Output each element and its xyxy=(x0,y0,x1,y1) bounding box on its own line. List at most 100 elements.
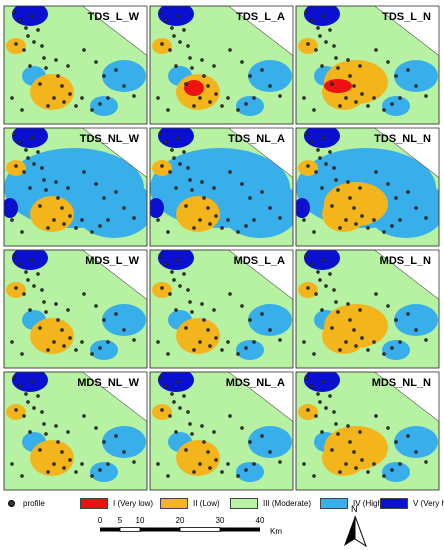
profile-point xyxy=(186,410,190,414)
profile-point xyxy=(212,186,216,190)
map-panel: MDS_NL_W xyxy=(3,371,148,491)
profile-point xyxy=(212,64,216,68)
profile-point xyxy=(354,466,358,470)
profile-point xyxy=(190,310,194,314)
profile-point xyxy=(206,450,210,454)
profile-point xyxy=(52,96,56,100)
profile-point xyxy=(316,26,320,30)
profile-point xyxy=(366,104,370,108)
profile-point xyxy=(200,424,204,428)
profile-point xyxy=(106,96,110,100)
profile-point xyxy=(114,312,118,316)
profile-point xyxy=(372,218,376,222)
profile-point xyxy=(346,180,350,184)
profile-point xyxy=(190,66,194,70)
profile-point xyxy=(358,64,362,68)
profile-point xyxy=(158,10,162,14)
profile-point xyxy=(186,44,190,48)
profile-point xyxy=(156,218,160,222)
profile-point xyxy=(338,226,342,230)
north-arrow: N xyxy=(340,504,370,548)
profile-point xyxy=(160,408,164,412)
profile-point xyxy=(168,170,172,174)
profile-point xyxy=(164,384,168,388)
profile-point xyxy=(304,132,308,136)
profile-point xyxy=(172,278,176,282)
profile-point xyxy=(198,96,202,100)
profile-point xyxy=(170,148,174,152)
profile-point xyxy=(236,108,240,112)
profile-point xyxy=(334,178,338,182)
profile-point xyxy=(358,308,362,312)
profile-point xyxy=(176,258,180,262)
profile-point xyxy=(382,108,386,112)
profile-point xyxy=(382,230,386,234)
profile-point xyxy=(80,96,84,100)
profile-point xyxy=(278,94,282,98)
profile-point xyxy=(166,474,170,478)
profile-point xyxy=(46,226,50,230)
profile-point xyxy=(12,254,16,258)
profile-point xyxy=(122,328,126,332)
panel-title: MDS_NL_N xyxy=(372,377,431,389)
profile-point xyxy=(160,286,164,290)
profile-point xyxy=(348,196,352,200)
profile-point xyxy=(28,64,32,68)
class-2-swatch xyxy=(160,497,188,509)
profile-point xyxy=(184,204,188,208)
profile-point xyxy=(268,206,272,210)
profile-point xyxy=(252,462,256,466)
profile-point xyxy=(170,392,174,396)
profile-point xyxy=(348,318,352,322)
profile-point xyxy=(82,414,86,418)
profile-point xyxy=(24,270,28,274)
profile-point xyxy=(214,92,218,96)
profile-point xyxy=(132,94,136,98)
profile-point xyxy=(260,190,264,194)
profile-point xyxy=(60,206,64,210)
profile-point xyxy=(200,58,204,62)
profile-point xyxy=(214,458,218,462)
profile-point xyxy=(42,300,46,304)
profile-point xyxy=(354,222,358,226)
profile-point xyxy=(244,224,248,228)
profile-point xyxy=(40,44,44,48)
profile-point xyxy=(38,326,42,330)
profile-point xyxy=(30,14,34,18)
profile-point xyxy=(358,186,362,190)
profile-point xyxy=(310,384,314,388)
profile-point xyxy=(332,288,336,292)
profile-point xyxy=(28,430,32,434)
profile-point xyxy=(68,92,72,96)
panel-title: TDS_L_N xyxy=(382,11,431,23)
profile-point xyxy=(332,166,336,170)
profile-point xyxy=(170,270,174,274)
north-label: N xyxy=(351,504,358,514)
panel-title: MDS_L_A xyxy=(234,255,285,267)
profile-point xyxy=(208,466,212,470)
profile-point xyxy=(320,430,324,434)
profile-point xyxy=(66,430,70,434)
profile-point xyxy=(66,308,70,312)
profile-point xyxy=(366,470,370,474)
profile-point xyxy=(60,84,64,88)
profile-point xyxy=(214,214,218,218)
profile-point xyxy=(312,352,316,356)
profile-point xyxy=(36,28,40,32)
profile-point xyxy=(46,104,50,108)
profile-point xyxy=(10,96,14,100)
legend-class-2-label: II (Low) xyxy=(193,498,220,508)
profile-point xyxy=(42,56,46,60)
profile-point xyxy=(322,258,326,262)
profile-point xyxy=(28,186,32,190)
profile-point xyxy=(56,318,60,322)
profile-point xyxy=(178,162,182,166)
profile-point xyxy=(252,218,256,222)
profile-point xyxy=(334,422,338,426)
profile-point xyxy=(42,422,46,426)
map-panel: TDS_NL_N xyxy=(295,127,440,247)
profile-point xyxy=(352,450,356,454)
profile-point xyxy=(172,156,176,160)
profile-point xyxy=(338,348,342,352)
profile-point xyxy=(186,166,190,170)
